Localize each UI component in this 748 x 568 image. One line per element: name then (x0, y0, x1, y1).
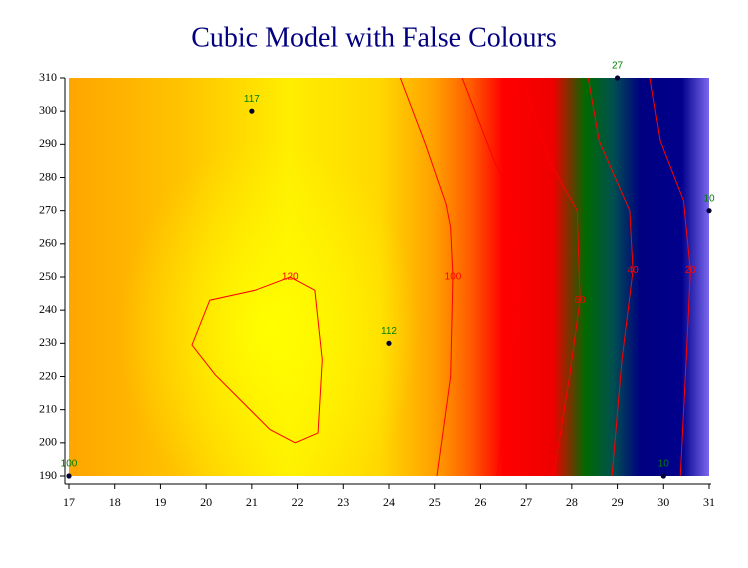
contour-label: 100 (445, 272, 462, 283)
y-tick-label: 310 (39, 70, 57, 84)
y-tick-label: 260 (39, 236, 57, 250)
contour-label: 40 (628, 265, 640, 276)
color-highlight (120, 140, 420, 476)
contour-line (399, 78, 454, 476)
y-tick-label: 220 (39, 368, 57, 382)
y-tick-label: 300 (39, 103, 57, 117)
contour-label: 120 (282, 272, 299, 283)
x-tick-label: 24 (383, 495, 395, 509)
x-tick-label: 18 (109, 495, 121, 509)
y-tick-label: 250 (39, 269, 57, 283)
data-point (706, 208, 712, 214)
point-label: 10 (658, 459, 670, 470)
x-tick-label: 27 (520, 495, 532, 509)
y-tick-label: 290 (39, 136, 57, 150)
chart-title: Cubic Model with False Colours (191, 22, 557, 53)
x-tick-label: 23 (337, 495, 349, 509)
x-tick-label: 26 (474, 495, 486, 509)
data-point (249, 108, 255, 114)
x-tick-label: 22 (292, 495, 304, 509)
point-label: 100 (61, 459, 78, 470)
contour-line (587, 78, 634, 476)
x-tick-label: 20 (200, 495, 212, 509)
contour-label: 20 (685, 265, 697, 276)
point-label: 27 (612, 61, 624, 72)
x-tick-label: 21 (246, 495, 258, 509)
y-tick-label: 230 (39, 335, 57, 349)
point-label: 117 (244, 94, 260, 105)
point-label: 10 (703, 193, 715, 204)
contour-label: 60 (575, 295, 587, 306)
contour-line (649, 78, 691, 476)
x-tick-label: 25 (429, 495, 441, 509)
y-tick-label: 200 (39, 435, 57, 449)
x-tick-label: 28 (566, 495, 578, 509)
y-tick-label: 270 (39, 202, 57, 216)
data-point (66, 473, 72, 479)
x-tick-label: 17 (63, 495, 75, 509)
x-tick-label: 29 (612, 495, 624, 509)
y-tick-label: 210 (39, 401, 57, 415)
plot-area (69, 78, 709, 476)
contour-label: 80 (511, 285, 523, 296)
point-label: 112 (381, 326, 397, 337)
x-tick-label: 19 (154, 495, 166, 509)
data-point (660, 473, 666, 479)
contour-line (191, 276, 323, 444)
contour-line (461, 78, 520, 476)
contour-line (522, 78, 581, 476)
x-tick-label: 31 (703, 495, 715, 509)
y-tick-label: 240 (39, 302, 57, 316)
data-point (386, 340, 392, 346)
y-tick-label: 190 (39, 468, 57, 482)
data-point (614, 75, 621, 81)
x-tick-label: 30 (657, 495, 669, 509)
y-tick-label: 280 (39, 169, 57, 183)
